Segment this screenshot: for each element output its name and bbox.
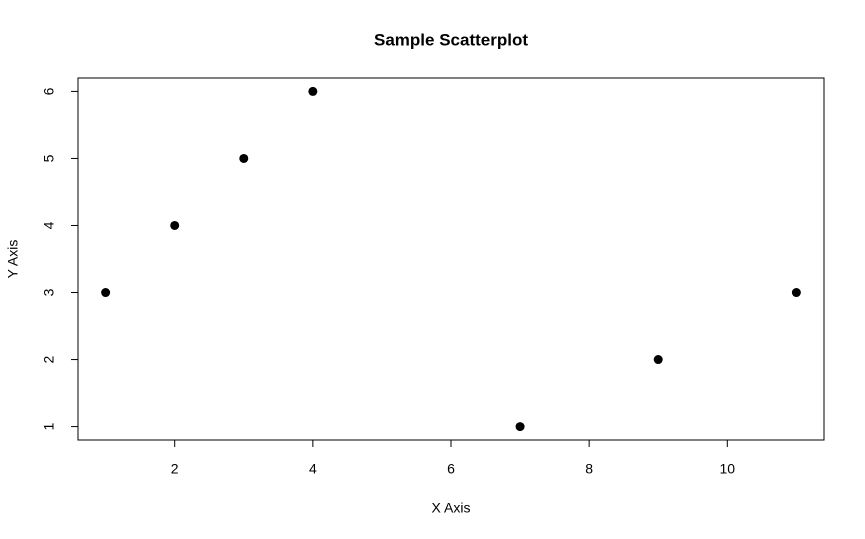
y-tick-label: 4 [41, 221, 57, 229]
point [101, 288, 111, 298]
plot-box [77, 77, 825, 441]
x-tick-label: 8 [585, 461, 593, 477]
y-tick-label: 1 [41, 422, 57, 430]
y-tick-label: 3 [41, 288, 57, 296]
x-axis-label: X Axis [432, 500, 471, 516]
x-tick-label: 2 [171, 461, 179, 477]
y-tick-label: 6 [41, 87, 57, 95]
y-axis-label: Y Axis [5, 240, 21, 279]
x-tick-label: 10 [720, 461, 736, 477]
point [308, 86, 318, 96]
y-tick-label: 2 [41, 355, 57, 363]
point [653, 355, 663, 365]
point [170, 220, 180, 230]
x-tick-label: 4 [309, 461, 317, 477]
chart-title: Sample Scatterplot [374, 30, 528, 49]
point [791, 288, 801, 298]
point [515, 422, 525, 432]
y-tick-label: 5 [41, 154, 57, 162]
x-tick-label: 6 [447, 461, 455, 477]
point [239, 153, 249, 163]
